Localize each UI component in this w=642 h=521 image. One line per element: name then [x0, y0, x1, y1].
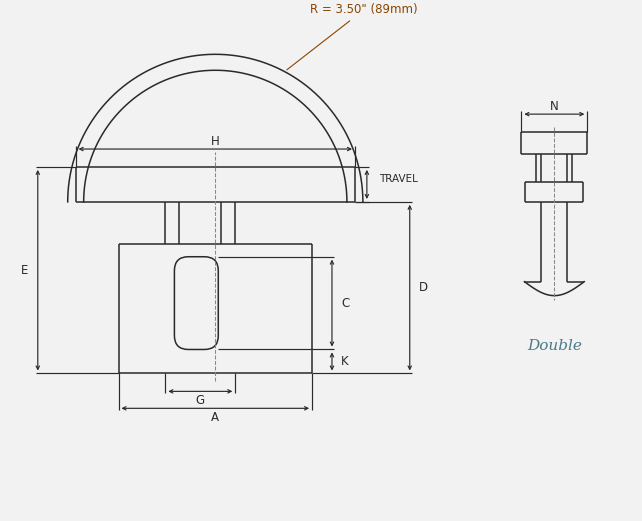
Text: TRAVEL: TRAVEL [379, 175, 418, 184]
Text: C: C [341, 296, 349, 309]
Text: K: K [341, 355, 349, 368]
Text: D: D [419, 281, 428, 294]
Text: R = 3.50" (89mm): R = 3.50" (89mm) [287, 4, 418, 70]
Text: E: E [21, 264, 28, 277]
Text: N: N [550, 100, 559, 113]
Text: G: G [196, 394, 205, 407]
Text: A: A [211, 411, 220, 424]
Text: H: H [211, 134, 220, 147]
Text: Double: Double [527, 340, 582, 353]
